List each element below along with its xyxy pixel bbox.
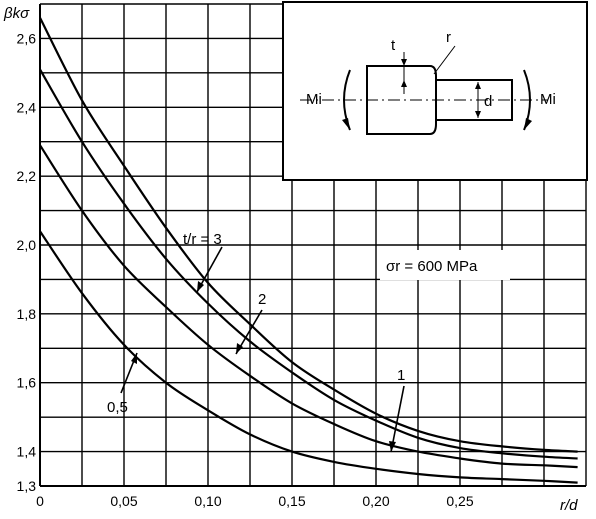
y-tick-label: 1,3 — [17, 478, 37, 494]
series-label-05: 0,5 — [107, 352, 138, 416]
inset-diagram: d t r Mi Mi — [282, 1, 588, 181]
series-label-1-text: 1 — [397, 367, 405, 384]
dim-t-label: t — [391, 37, 396, 54]
series-label-05-text: 0,5 — [107, 399, 128, 416]
series-label-2-text: 2 — [258, 291, 266, 308]
x-tick-label: 0,15 — [278, 493, 305, 509]
annotation: σr = 600 MPa — [380, 250, 510, 280]
moment-right-label: Mi — [540, 91, 556, 108]
series-label-3: t/r = 3 — [183, 231, 223, 293]
y-tick-label: 2,6 — [17, 30, 37, 46]
pointer-1-head — [389, 441, 396, 452]
pointer-2-head — [236, 343, 243, 354]
pointer-1 — [390, 385, 405, 453]
inset-shaft-small — [436, 79, 513, 121]
x-tick-label: 0,20 — [362, 493, 389, 509]
moment-left-label: Mi — [306, 91, 322, 108]
y-tick-label: 1,4 — [17, 444, 37, 460]
y-tick-label: 1,6 — [17, 375, 37, 391]
inset-shaft-large — [366, 65, 437, 135]
series-line-0 — [39, 17, 578, 453]
dim-t-head-top — [401, 59, 407, 66]
y-tick-label: 2,2 — [17, 168, 37, 184]
tick-labels: 0 0,05 0,10 0,15 0,20 0,25 1,3 1,4 1,6 1,8 2,0 2,2 2… — [17, 30, 474, 509]
series-line-2 — [39, 144, 578, 469]
y-tick-label: 2,0 — [17, 237, 37, 253]
series-label-2: 2 — [235, 291, 266, 355]
y-tick-label: 2,4 — [17, 99, 37, 115]
moment-arrow-left-head — [342, 118, 350, 130]
y-tick-label: 1,8 — [17, 306, 37, 322]
y-axis-label: βkσ — [3, 5, 30, 22]
x-tick-label: 0,25 — [446, 493, 473, 509]
x-tick-label: 0 — [36, 493, 44, 509]
series-label-3-text: t/r = 3 — [183, 231, 222, 248]
series-curves — [39, 17, 578, 484]
pointer-05-head — [131, 353, 137, 364]
moment-arrow-right-head — [524, 118, 532, 130]
x-tick-label: 0,10 — [194, 493, 221, 509]
dim-d-head-top — [475, 82, 481, 89]
dim-d-head-bottom — [475, 111, 481, 118]
annotation-text: σr = 600 MPa — [386, 258, 478, 275]
series-label-1: 1 — [389, 367, 405, 453]
series-line-3 — [39, 230, 578, 484]
dim-d-label: d — [484, 93, 492, 110]
x-axis-label: r/d — [560, 497, 578, 514]
dim-r-label: r — [446, 29, 451, 46]
dim-t-head-bottom — [401, 80, 407, 87]
pointer-3-head — [197, 281, 204, 292]
series-line-1 — [39, 68, 578, 460]
x-tick-label: 0,05 — [110, 493, 137, 509]
dim-r — [433, 45, 456, 75]
